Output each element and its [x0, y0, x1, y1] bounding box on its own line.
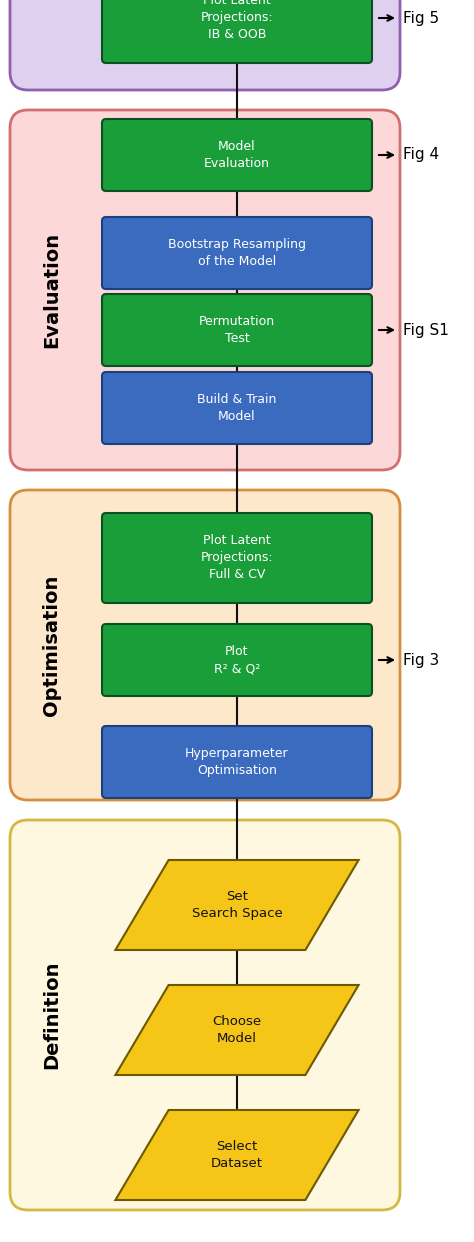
- Text: Fig 3: Fig 3: [403, 652, 439, 667]
- Polygon shape: [115, 1110, 359, 1200]
- FancyBboxPatch shape: [10, 820, 400, 1210]
- Text: Optimisation: Optimisation: [43, 574, 62, 715]
- Text: Set
Search Space: Set Search Space: [191, 891, 283, 920]
- Text: Build & Train
Model: Build & Train Model: [197, 392, 277, 424]
- Text: Plot
R² & Q²: Plot R² & Q²: [214, 645, 260, 674]
- FancyBboxPatch shape: [102, 373, 372, 443]
- Text: Choose
Model: Choose Model: [212, 1015, 262, 1045]
- Text: Plot Latent
Projections:
IB & OOB: Plot Latent Projections: IB & OOB: [201, 0, 273, 41]
- FancyBboxPatch shape: [10, 0, 400, 89]
- Text: Select
Dataset: Select Dataset: [211, 1140, 263, 1170]
- Text: Plot Latent
Projections:
Full & CV: Plot Latent Projections: Full & CV: [201, 534, 273, 581]
- Text: Permutation
Test: Permutation Test: [199, 315, 275, 345]
- FancyBboxPatch shape: [102, 513, 372, 604]
- Text: Fig 4: Fig 4: [403, 148, 439, 163]
- Text: Fig S1: Fig S1: [403, 323, 449, 338]
- FancyBboxPatch shape: [102, 623, 372, 696]
- FancyBboxPatch shape: [102, 294, 372, 366]
- Text: Bootstrap Resampling
of the Model: Bootstrap Resampling of the Model: [168, 238, 306, 268]
- FancyBboxPatch shape: [102, 727, 372, 799]
- FancyBboxPatch shape: [102, 0, 372, 63]
- Polygon shape: [115, 985, 359, 1076]
- Text: Model
Evaluation: Model Evaluation: [204, 140, 270, 170]
- FancyBboxPatch shape: [10, 111, 400, 469]
- Text: Definition: Definition: [43, 961, 62, 1069]
- FancyBboxPatch shape: [102, 119, 372, 191]
- Polygon shape: [115, 859, 359, 950]
- FancyBboxPatch shape: [10, 491, 400, 800]
- FancyBboxPatch shape: [102, 217, 372, 289]
- Text: Fig 5: Fig 5: [403, 10, 439, 26]
- Text: Evaluation: Evaluation: [43, 232, 62, 348]
- Text: Hyperparameter
Optimisation: Hyperparameter Optimisation: [185, 746, 289, 777]
